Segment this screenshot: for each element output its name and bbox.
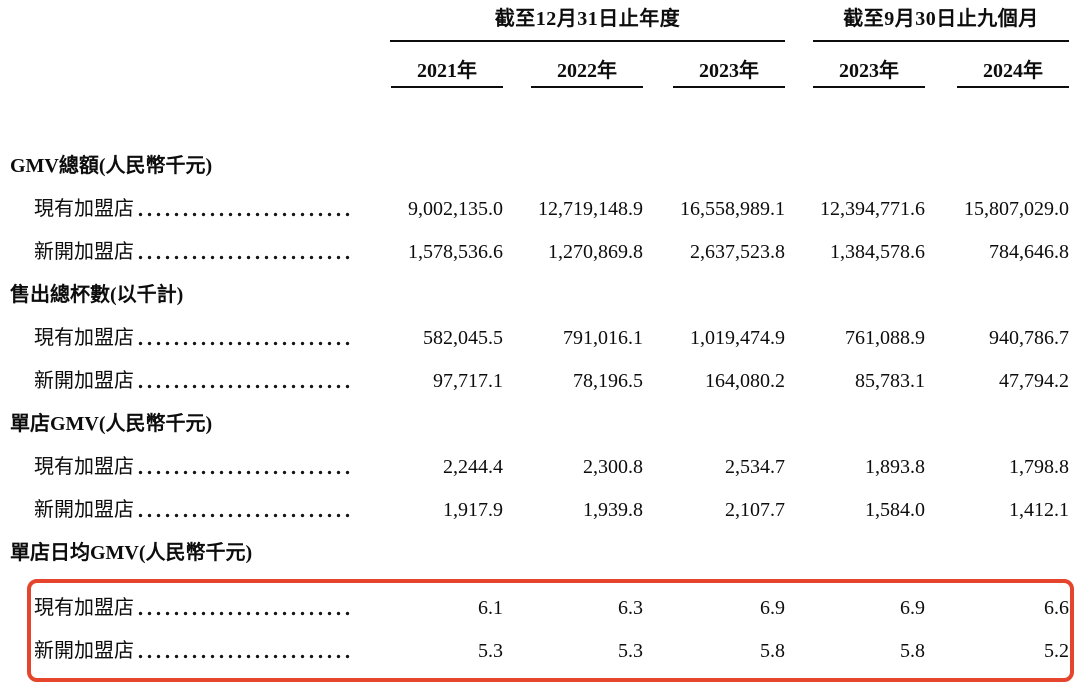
row-label-cell: 現有加盟店 xyxy=(0,326,363,350)
value-2022: 78,196.5 xyxy=(573,370,643,392)
row-label-cell: 新開加盟店 xyxy=(0,639,363,663)
value-2023-9m: 1,384,578.6 xyxy=(830,241,925,263)
value-2023-9m: 12,394,771.6 xyxy=(820,198,925,220)
value-2021: 1,578,536.6 xyxy=(408,241,503,263)
section-title-row: 單店日均GMV(人民幣千元) xyxy=(0,522,1080,565)
value-2023-9m: 6.9 xyxy=(900,597,925,619)
row-label-cell: 新開加盟店 xyxy=(0,498,363,522)
value-2023-9m: 761,088.9 xyxy=(845,327,925,349)
value-2021: 5.3 xyxy=(478,640,503,662)
column-group-nine-months: 截至9月30日止九個月 xyxy=(843,8,1039,30)
value-2023: 2,107.7 xyxy=(725,499,785,521)
value-2023: 164,080.2 xyxy=(705,370,785,392)
value-2021: 6.1 xyxy=(478,597,503,619)
year-header-2023-9m: 2023年 xyxy=(813,50,925,88)
year-header-2022: 2022年 xyxy=(531,50,643,88)
value-2023: 2,637,523.8 xyxy=(690,241,785,263)
value-2024-9m: 47,794.2 xyxy=(999,370,1069,392)
row-label: 現有加盟店 xyxy=(34,456,134,478)
row-label: 新開加盟店 xyxy=(34,640,134,662)
table-row: 現有加盟店 2,244.4 2,300.8 2,534.7 1,893.8 1,… xyxy=(0,436,1080,479)
table-row: 新開加盟店 1,917.9 1,939.8 2,107.7 1,584.0 1,… xyxy=(0,479,1080,522)
section-title: 售出總杯數(以千計) xyxy=(10,284,184,306)
value-2023: 1,019,474.9 xyxy=(690,327,785,349)
row-label: 現有加盟店 xyxy=(34,597,134,619)
section-title-row: 單店GMV(人民幣千元) xyxy=(0,393,1080,436)
section-gmv-total: GMV總額(人民幣千元) 現有加盟店 9,002,135.0 12,719,14… xyxy=(0,135,1080,264)
row-label-cell: 現有加盟店 xyxy=(0,455,363,479)
value-2024-9m: 940,786.7 xyxy=(989,327,1069,349)
dot-leader xyxy=(138,654,353,659)
section-daily-avg-gmv: 單店日均GMV(人民幣千元) 現有加盟店 6.1 6.3 6.9 6.9 6.6 xyxy=(0,522,1080,685)
value-2022: 5.3 xyxy=(618,640,643,662)
section-title: 單店GMV(人民幣千元) xyxy=(10,413,213,435)
value-2023: 2,534.7 xyxy=(725,456,785,478)
table-row: 新開加盟店 97,717.1 78,196.5 164,080.2 85,783… xyxy=(0,350,1080,393)
dot-leader xyxy=(138,470,353,475)
dot-leader xyxy=(138,212,353,217)
year-header-2023: 2023年 xyxy=(673,50,785,88)
value-2024-9m: 1,412.1 xyxy=(1009,499,1069,521)
year-header-2024-9m: 2024年 xyxy=(957,50,1069,88)
dot-leader xyxy=(138,341,353,346)
header-rule-annual xyxy=(390,40,785,42)
value-2023: 16,558,989.1 xyxy=(680,198,785,220)
red-highlight-box: 現有加盟店 6.1 6.3 6.9 6.9 6.6 新開加盟店 5.3 5.3 xyxy=(0,565,1080,685)
value-2023: 5.8 xyxy=(760,640,785,662)
row-label-cell: 現有加盟店 xyxy=(0,596,363,620)
table-row: 現有加盟店 582,045.5 791,016.1 1,019,474.9 76… xyxy=(0,307,1080,350)
value-2022: 6.3 xyxy=(618,597,643,619)
value-2022: 12,719,148.9 xyxy=(538,198,643,220)
value-2024-9m: 1,798.8 xyxy=(1009,456,1069,478)
value-2023-9m: 1,893.8 xyxy=(865,456,925,478)
dot-leader xyxy=(138,384,353,389)
row-label: 新開加盟店 xyxy=(34,370,134,392)
value-2021: 1,917.9 xyxy=(443,499,503,521)
section-cups-sold: 售出總杯數(以千計) 現有加盟店 582,045.5 791,016.1 1,0… xyxy=(0,264,1080,393)
table-body: GMV總額(人民幣千元) 現有加盟店 9,002,135.0 12,719,14… xyxy=(0,135,1080,685)
value-2024-9m: 15,807,029.0 xyxy=(964,198,1069,220)
value-2023-9m: 85,783.1 xyxy=(855,370,925,392)
table-row: 現有加盟店 6.1 6.3 6.9 6.9 6.6 xyxy=(0,577,1080,620)
table-header: 截至12月31日止年度 截至9月30日止九個月 2021年 2022年 2023… xyxy=(0,0,1080,95)
value-2021: 2,244.4 xyxy=(443,456,503,478)
row-label: 新開加盟店 xyxy=(34,241,134,263)
year-header-2021: 2021年 xyxy=(391,50,503,88)
value-2021: 582,045.5 xyxy=(423,327,503,349)
value-2022: 2,300.8 xyxy=(583,456,643,478)
value-2023-9m: 1,584.0 xyxy=(865,499,925,521)
row-label-cell: 現有加盟店 xyxy=(0,197,363,221)
row-label: 現有加盟店 xyxy=(34,198,134,220)
section-title-row: GMV總額(人民幣千元) xyxy=(0,135,1080,178)
value-2023: 6.9 xyxy=(760,597,785,619)
value-2022: 791,016.1 xyxy=(563,327,643,349)
value-2021: 9,002,135.0 xyxy=(408,198,503,220)
dot-leader xyxy=(138,255,353,260)
value-2022: 1,270,869.8 xyxy=(548,241,643,263)
table-row: 新開加盟店 5.3 5.3 5.8 5.8 5.2 xyxy=(0,620,1080,663)
row-label: 現有加盟店 xyxy=(34,327,134,349)
section-title-row: 售出總杯數(以千計) xyxy=(0,264,1080,307)
header-rule-nine-months xyxy=(813,40,1069,42)
row-label-cell: 新開加盟店 xyxy=(0,240,363,264)
value-2021: 97,717.1 xyxy=(433,370,503,392)
dot-leader xyxy=(138,513,353,518)
value-2023-9m: 5.8 xyxy=(900,640,925,662)
table-row: 現有加盟店 9,002,135.0 12,719,148.9 16,558,98… xyxy=(0,178,1080,221)
section-title: 單店日均GMV(人民幣千元) xyxy=(10,542,253,564)
row-label-cell: 新開加盟店 xyxy=(0,369,363,393)
row-label: 新開加盟店 xyxy=(34,499,134,521)
table-row: 新開加盟店 1,578,536.6 1,270,869.8 2,637,523.… xyxy=(0,221,1080,264)
dot-leader xyxy=(138,611,353,616)
value-2024-9m: 6.6 xyxy=(1044,597,1069,619)
section-per-store-gmv: 單店GMV(人民幣千元) 現有加盟店 2,244.4 2,300.8 2,534… xyxy=(0,393,1080,522)
value-2024-9m: 784,646.8 xyxy=(989,241,1069,263)
section-title: GMV總額(人民幣千元) xyxy=(10,155,213,177)
value-2022: 1,939.8 xyxy=(583,499,643,521)
value-2024-9m: 5.2 xyxy=(1044,640,1069,662)
column-group-annual: 截至12月31日止年度 xyxy=(494,8,681,30)
